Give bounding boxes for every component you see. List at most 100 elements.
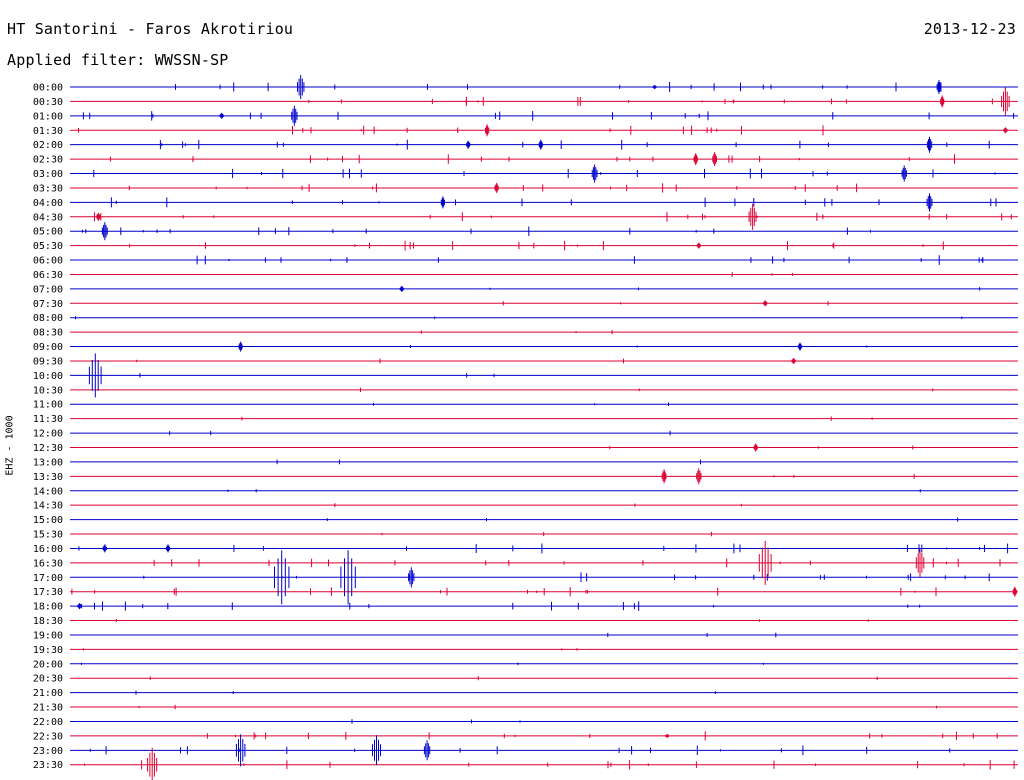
event-mark-32: [102, 544, 107, 553]
event-mark-20: [96, 212, 101, 221]
event-mark-15: [901, 165, 907, 182]
row-label-1930: 19:30: [33, 645, 63, 656]
row-label-0800: 08:00: [33, 313, 63, 324]
event-mark-30: [661, 469, 667, 484]
row-label-2130: 21:30: [33, 703, 63, 714]
event-mark-34: [758, 540, 772, 585]
row-label-0000: 00:00: [33, 83, 63, 94]
event-mark-35: [915, 548, 925, 577]
row-label-1800: 18:00: [33, 602, 63, 613]
row-label-1400: 14:00: [33, 486, 63, 497]
event-mark-16: [494, 182, 499, 193]
row-label-1700: 17:00: [33, 573, 63, 584]
event-mark-27: [791, 358, 796, 364]
row-label-1200: 12:00: [33, 429, 63, 440]
row-label-0130: 01:30: [33, 126, 63, 137]
event-mark-37: [340, 550, 356, 605]
row-label-0100: 01:00: [33, 111, 63, 122]
row-label-1030: 10:30: [33, 385, 63, 396]
row-label-1600: 16:00: [33, 544, 63, 555]
event-mark-1: [652, 85, 657, 89]
row-label-2000: 20:00: [33, 659, 63, 670]
row-label-0530: 05:30: [33, 241, 63, 252]
row-label-0730: 07:30: [33, 299, 63, 310]
row-labels: 00:00 00:30 01:00 01:30 02:00 02:30 03:00 03:30…: [33, 83, 63, 772]
row-label-1500: 15:00: [33, 515, 63, 526]
event-marks: [77, 75, 1017, 780]
event-mark-10: [466, 140, 471, 149]
event-mark-14: [591, 164, 598, 183]
event-mark-19: [748, 203, 757, 230]
event-mark-23: [399, 285, 404, 292]
row-label-0930: 09:30: [33, 356, 63, 367]
event-mark-28: [88, 353, 102, 398]
date-label: 2013-12-23: [923, 20, 1016, 38]
row-label-2100: 21:00: [33, 688, 63, 699]
event-mark-11: [926, 136, 933, 153]
row-label-1730: 17:30: [33, 587, 63, 598]
row-label-0030: 00:30: [33, 97, 63, 108]
event-mark-42: [235, 734, 246, 767]
event-mark-43: [372, 735, 381, 766]
row-label-0830: 08:30: [33, 328, 63, 339]
row-label-0300: 03:00: [33, 169, 63, 180]
event-mark-3: [940, 95, 945, 108]
event-mark-18: [440, 196, 445, 209]
filter-label: Applied filter: WWSSN-SP: [7, 51, 229, 69]
row-label-0700: 07:00: [33, 284, 63, 295]
row-label-0330: 03:30: [33, 183, 63, 194]
event-mark-36: [274, 550, 290, 605]
event-mark-45: [147, 747, 158, 780]
event-mark-21: [101, 222, 108, 241]
row-label-1300: 13:00: [33, 457, 63, 468]
event-mark-2: [936, 80, 942, 94]
event-mark-22: [696, 242, 701, 249]
row-label-0900: 09:00: [33, 342, 63, 353]
event-mark-41: [665, 733, 670, 738]
row-label-0200: 02:00: [33, 140, 63, 151]
row-label-0600: 06:00: [33, 256, 63, 267]
event-mark-8: [1003, 127, 1008, 134]
row-label-1330: 13:30: [33, 472, 63, 483]
event-mark-29: [753, 443, 758, 452]
event-mark-7: [485, 124, 490, 137]
event-mark-38: [408, 567, 415, 588]
event-mark-0: [297, 75, 305, 99]
row-label-1530: 15:30: [33, 530, 63, 541]
row-label-1130: 11:30: [33, 414, 63, 425]
event-mark-12: [712, 152, 717, 167]
event-mark-13: [693, 153, 698, 166]
row-label-2300: 23:00: [33, 746, 63, 757]
row-label-0630: 06:30: [33, 270, 63, 281]
event-mark-39: [1012, 586, 1017, 597]
row-label-2230: 22:30: [33, 731, 63, 742]
row-label-1230: 12:30: [33, 443, 63, 454]
row-label-2030: 20:30: [33, 674, 63, 685]
event-mark-5: [291, 105, 298, 126]
row-label-1830: 18:30: [33, 616, 63, 627]
event-mark-26: [797, 342, 803, 351]
row-label-2200: 22:00: [33, 717, 63, 728]
row-label-1000: 10:00: [33, 371, 63, 382]
event-mark-40: [77, 603, 82, 610]
row-label-0400: 04:00: [33, 198, 63, 209]
row-label-0430: 04:30: [33, 212, 63, 223]
station-title: HT Santorini - Faros Akrotiriou: [7, 20, 294, 38]
row-label-1630: 16:30: [33, 558, 63, 569]
event-mark-24: [763, 300, 768, 307]
event-mark-25: [238, 341, 243, 352]
event-mark-33: [165, 544, 171, 553]
row-label-0500: 05:00: [33, 227, 63, 238]
event-mark-31: [696, 468, 702, 485]
event-mark-4: [1001, 87, 1010, 116]
row-label-1430: 14:30: [33, 501, 63, 512]
row-label-1100: 11:00: [33, 400, 63, 411]
event-mark-17: [926, 193, 933, 212]
row-label-2330: 23:30: [33, 760, 63, 771]
trace-lines: [70, 82, 1018, 770]
event-mark-44: [423, 740, 431, 761]
event-mark-6: [219, 112, 224, 119]
event-mark-9: [538, 139, 543, 150]
row-label-1900: 19:00: [33, 630, 63, 641]
